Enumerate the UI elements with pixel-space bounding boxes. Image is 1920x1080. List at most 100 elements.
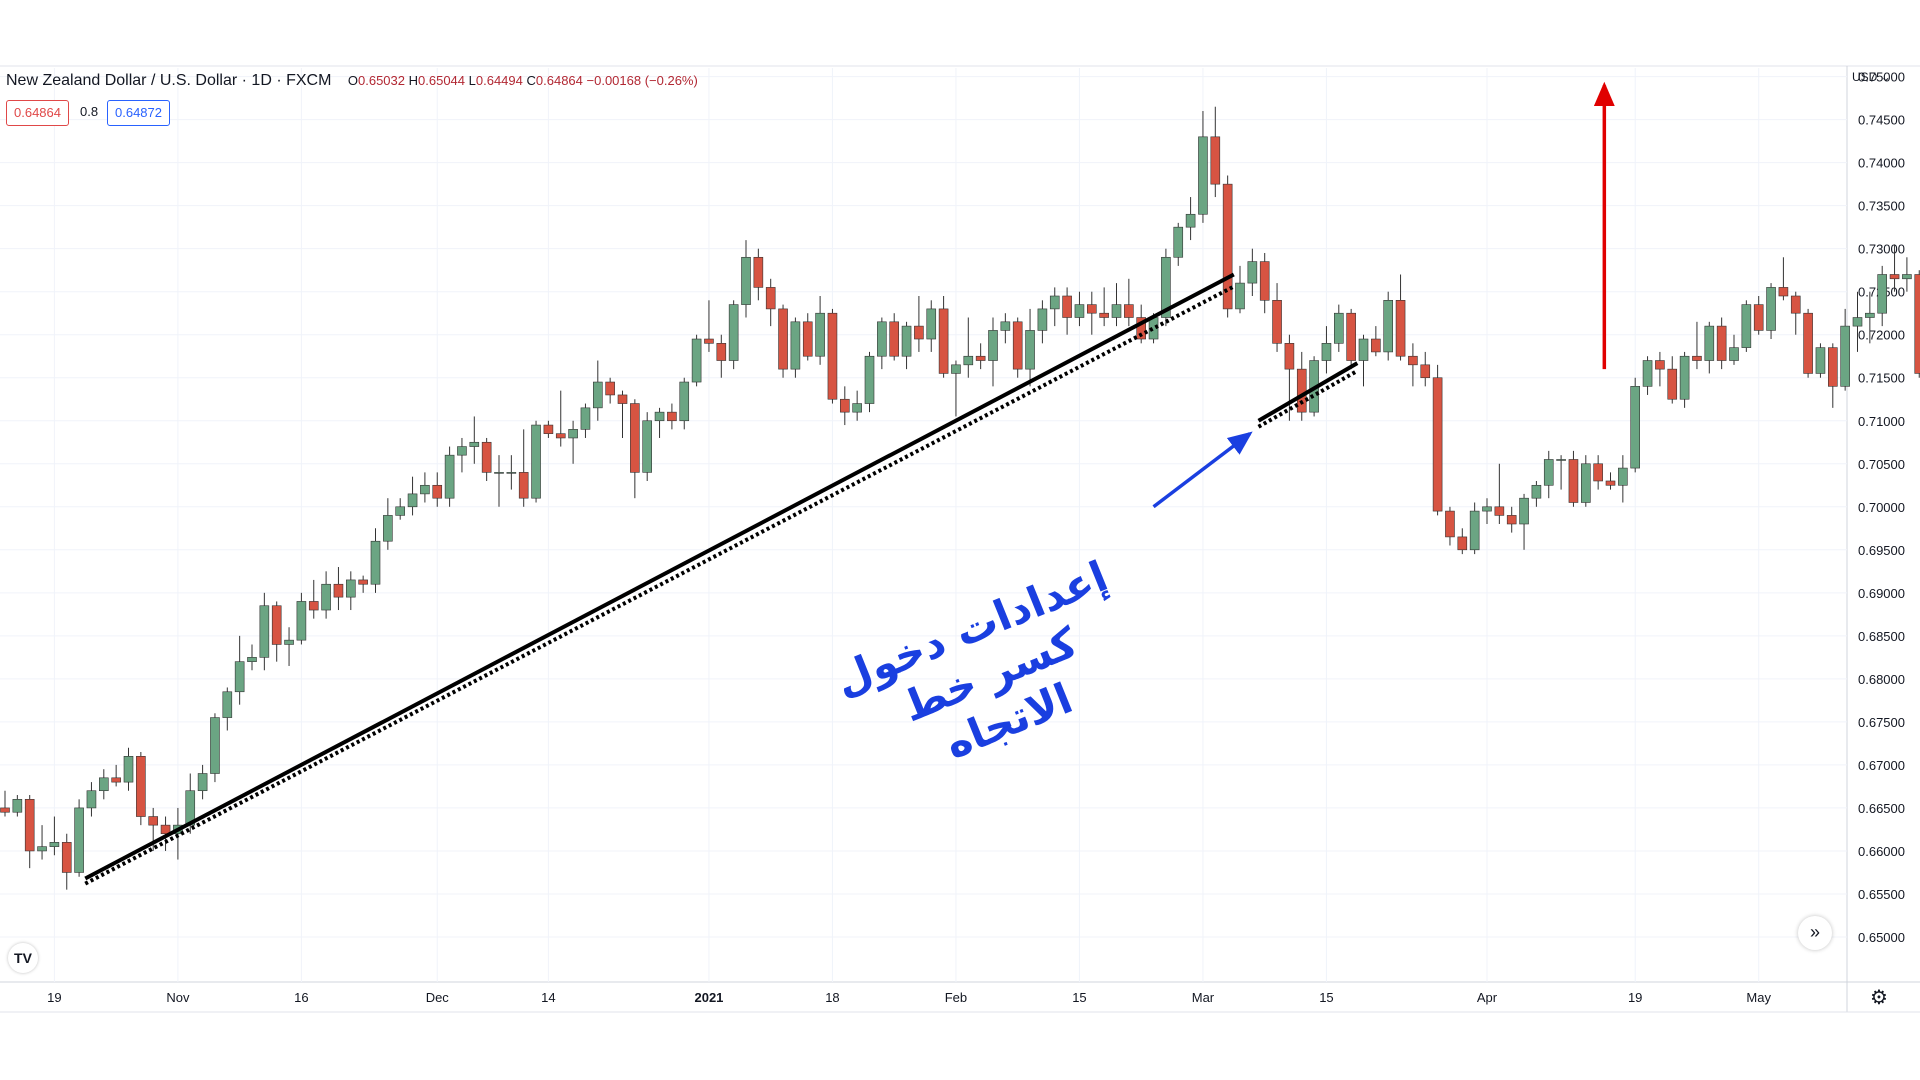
candle-body: [99, 777, 109, 792]
y-tick-label: 0.71500: [1858, 371, 1905, 386]
y-tick-label: 0.65000: [1858, 930, 1905, 945]
candle-body: [1371, 338, 1381, 353]
candle-body: [506, 472, 517, 474]
candle-body: [877, 321, 887, 357]
x-tick-label: Nov: [166, 990, 190, 1005]
candle-body: [1062, 295, 1072, 318]
chevron-down-icon: ⌄: [1880, 70, 1891, 84]
candle-body: [0, 807, 10, 813]
candle-body: [247, 657, 257, 662]
candle-body: [37, 846, 47, 852]
currency-selector[interactable]: USD ⌄: [1852, 70, 1891, 84]
candle-body: [432, 484, 443, 499]
candle-body: [1840, 325, 1850, 387]
candle-body: [383, 515, 393, 542]
candle-body: [1865, 312, 1875, 318]
candle-body: [210, 717, 220, 774]
candle-body: [1012, 321, 1023, 370]
candle-body: [1506, 515, 1517, 525]
buy-price-button[interactable]: 0.64872: [107, 100, 170, 126]
scroll-right-icon[interactable]: »: [1798, 916, 1832, 950]
candle-body: [1210, 136, 1221, 185]
candle-body: [1753, 304, 1764, 331]
candle-body: [86, 790, 97, 809]
x-tick-label: 18: [825, 990, 839, 1005]
candle-body: [1334, 312, 1344, 344]
candle-body: [1729, 347, 1739, 361]
y-tick-label: 0.72000: [1858, 328, 1905, 343]
spread-value: 0.8: [80, 104, 99, 119]
candle-body: [1346, 312, 1356, 361]
candle-body: [1272, 300, 1282, 344]
candle-body: [790, 321, 801, 370]
candle-body: [234, 661, 245, 693]
candle-body: [617, 394, 628, 404]
y-tick-label: 0.73500: [1858, 199, 1905, 214]
candle-body: [1543, 459, 1554, 486]
close-value: 0.64864: [535, 73, 583, 88]
candle-body: [1124, 304, 1134, 318]
candle-body: [1877, 274, 1887, 314]
candle-body: [765, 287, 776, 310]
y-tick-label: 0.69000: [1858, 586, 1905, 601]
candle-body: [420, 484, 430, 495]
open-label: O: [347, 73, 358, 88]
candle-body: [111, 777, 121, 783]
main-trendline: [84, 272, 1235, 881]
x-tick-label: 16: [294, 990, 308, 1005]
candle-body: [704, 338, 714, 344]
candle-body: [1716, 325, 1727, 361]
candle-body: [1161, 256, 1171, 318]
candle-body: [395, 506, 406, 516]
candle-body: [852, 403, 862, 413]
candle-body: [1222, 183, 1233, 310]
settings-gear-icon[interactable]: ⚙: [1870, 987, 1888, 1009]
candle-body: [1445, 510, 1455, 538]
candle-body: [1482, 506, 1492, 512]
change-value: −0.00168 (−0.26%): [586, 73, 698, 88]
ohlc-values: O0.65032 H0.65044 L0.64494 C0.64864 −0.0…: [348, 73, 698, 88]
sell-price-button[interactable]: 0.64864: [6, 100, 69, 126]
candle-body: [494, 472, 504, 474]
candle-body: [1247, 261, 1258, 284]
candle-body: [1556, 459, 1566, 461]
candle-body: [691, 338, 702, 383]
candle-body: [1235, 282, 1245, 310]
candle-body: [555, 433, 566, 439]
candle-body: [1531, 484, 1542, 499]
candle-body: [802, 321, 813, 357]
entry-arrow: [1152, 431, 1253, 509]
candle-body: [333, 583, 344, 598]
candle-body: [605, 381, 615, 396]
candle-body: [938, 308, 949, 374]
candle-body: [1000, 321, 1011, 331]
tradingview-logo-icon[interactable]: TV: [8, 943, 38, 973]
candle-body: [74, 807, 84, 873]
candle-body: [308, 601, 319, 611]
x-tick-label: Apr: [1477, 990, 1498, 1005]
candle-body: [827, 312, 838, 400]
candle-body: [951, 364, 961, 374]
candle-body: [1198, 136, 1208, 215]
candle-body: [864, 355, 875, 404]
candle-body: [580, 407, 591, 430]
candle-body: [222, 691, 233, 718]
candle-body: [1679, 355, 1690, 400]
candle-body: [136, 756, 146, 817]
candle-body: [123, 756, 134, 783]
close-label: C: [526, 73, 536, 88]
candle-body: [358, 579, 368, 585]
candle-body: [1778, 287, 1789, 297]
candle-body: [543, 424, 554, 434]
candle-body: [1494, 506, 1505, 516]
candle-body: [370, 540, 381, 585]
y-tick-label: 0.68500: [1858, 629, 1905, 644]
candle-body: [1766, 287, 1776, 331]
chart-header: New Zealand Dollar / U.S. Dollar · 1D · …: [6, 72, 698, 90]
y-tick-label: 0.66000: [1858, 844, 1905, 859]
y-tick-label: 0.73000: [1858, 242, 1905, 257]
candle-body: [728, 304, 739, 361]
candle-body: [1395, 300, 1406, 357]
high-label: H: [408, 73, 419, 88]
